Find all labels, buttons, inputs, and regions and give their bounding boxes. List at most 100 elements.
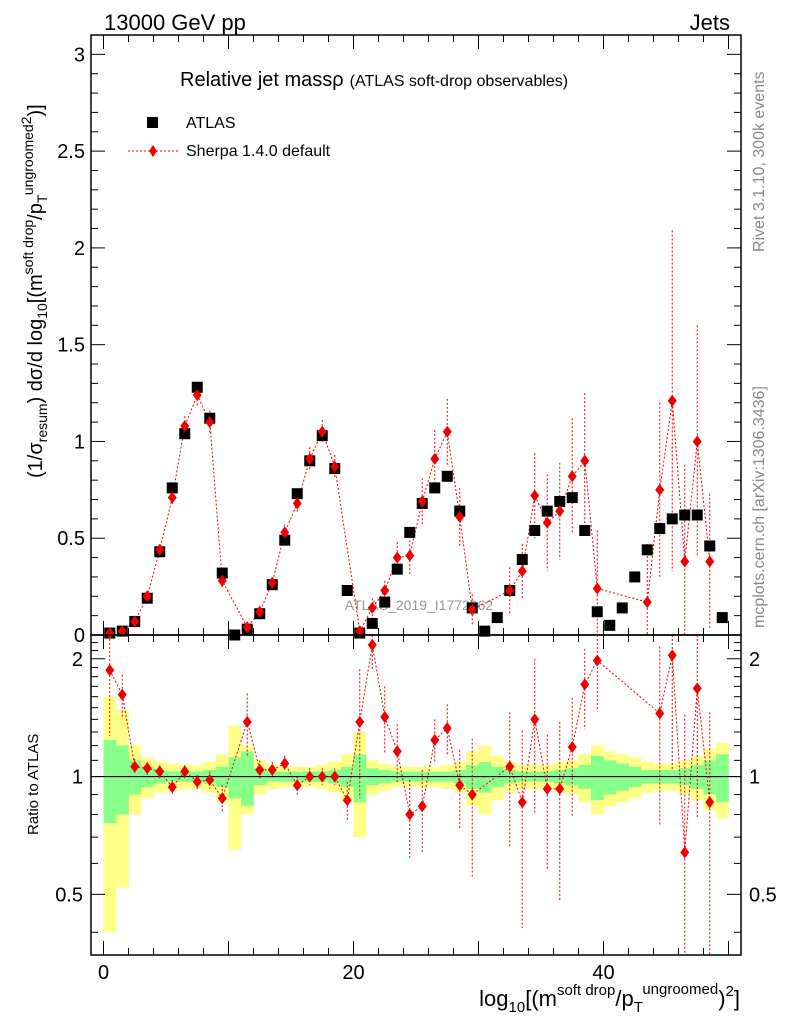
sherpa-point xyxy=(330,460,340,473)
ratio-sherpa-point xyxy=(680,846,690,859)
atlas-point xyxy=(654,523,666,535)
ratio-sherpa-point xyxy=(580,678,590,691)
atlas-point xyxy=(379,596,391,608)
green-band-bin xyxy=(716,754,729,803)
sherpa-point xyxy=(192,389,202,401)
sherpa-point xyxy=(530,489,540,502)
ratio-sherpa-point xyxy=(155,765,165,778)
sherpa-point xyxy=(592,582,602,595)
sherpa-point xyxy=(467,603,477,616)
atlas-point xyxy=(716,612,728,624)
sherpa-point xyxy=(317,425,327,438)
ratio-uncertainty-bands xyxy=(103,696,729,933)
atlas-point xyxy=(579,524,591,536)
sherpa-point xyxy=(442,425,452,438)
green-band-bin xyxy=(228,757,242,799)
main-ytick-label: 0 xyxy=(74,625,85,647)
sherpa-point xyxy=(417,495,427,508)
sherpa-point xyxy=(380,584,390,597)
main-ytick-label: 2.5 xyxy=(57,141,85,163)
sherpa-point xyxy=(355,625,365,638)
atlas-point xyxy=(366,617,378,629)
green-band-bin xyxy=(103,740,117,824)
ratio-sherpa-point xyxy=(517,796,527,809)
sherpa-point xyxy=(680,555,690,568)
ratio-sherpa-point xyxy=(342,794,352,807)
ratio-sherpa-point xyxy=(505,760,515,773)
ratio-panel: 0.5 0.51 12 20 20 40 Ratio to ATLAS log10[(ms… xyxy=(25,634,777,1016)
sherpa-point xyxy=(167,491,177,504)
ratio-sherpa-point xyxy=(555,782,565,795)
xtick-label: 0 xyxy=(98,962,109,984)
ratio-sherpa-point xyxy=(167,781,177,794)
ratio-sherpa-point xyxy=(292,779,302,792)
sherpa-point xyxy=(217,574,227,587)
atlas-point xyxy=(491,612,503,624)
ratio-sherpa-point xyxy=(380,710,390,723)
ratio-sherpa-point xyxy=(117,688,127,701)
ratio-sherpa-point xyxy=(392,745,402,758)
sherpa-point xyxy=(117,625,127,638)
ratio-sherpa-point xyxy=(405,808,415,821)
sherpa-point xyxy=(642,596,652,609)
atlas-point xyxy=(604,619,616,631)
atlas-point xyxy=(191,381,203,393)
sherpa-point xyxy=(180,419,190,432)
ratio-sherpa-point xyxy=(142,762,152,775)
ratio-axis-ticks: 0.5 0.51 12 20 20 40 xyxy=(55,635,777,984)
ratio-sherpa-point xyxy=(130,760,140,773)
ratio-sherpa-point xyxy=(455,779,465,792)
sherpa-point xyxy=(405,549,415,562)
rivet-label: Rivet 3.1.10, 300k events xyxy=(751,71,768,252)
ratio-ytick-label-right: 1 xyxy=(749,767,760,789)
ratio-y-axis-label: Ratio to ATLAS xyxy=(25,734,42,835)
atlas-point xyxy=(591,606,603,618)
sherpa-point xyxy=(505,584,515,597)
main-y-axis-label: (1/σresum) dσ/d log10[(msoft drop/pTungr… xyxy=(18,104,50,478)
ratio-sherpa-point xyxy=(667,649,677,662)
legend-sherpa-marker xyxy=(149,145,157,157)
atlas-point xyxy=(166,482,178,494)
ratio-sherpa-point xyxy=(280,757,290,770)
atlas-point xyxy=(666,513,678,525)
sherpa-point xyxy=(280,526,290,539)
ratio-sherpa-point xyxy=(430,734,440,747)
atlas-point xyxy=(479,625,491,637)
atlas-point xyxy=(529,524,541,536)
ratio-sherpa-point xyxy=(655,707,665,720)
sherpa-point xyxy=(705,555,715,568)
green-band-bin xyxy=(591,755,604,801)
ratio-sherpa-point xyxy=(180,765,190,778)
chart-title: Relative jet massρ (ATLAS soft-drop obser… xyxy=(180,69,568,91)
ratio-ytick-label: 2 xyxy=(72,649,83,671)
atlas-point xyxy=(641,544,653,556)
sherpa-point xyxy=(655,483,665,496)
main-ytick-label: 3 xyxy=(74,44,85,66)
ratio-sherpa-point xyxy=(192,775,202,788)
ratio-sherpa-line xyxy=(109,644,711,853)
sherpa-point xyxy=(305,452,315,465)
legend-sherpa-label: Sherpa 1.4.0 default xyxy=(186,143,331,160)
sherpa-point xyxy=(130,615,140,628)
ratio-sherpa-point xyxy=(542,782,552,795)
sherpa-point xyxy=(567,470,577,483)
atlas-point xyxy=(391,563,403,575)
atlas-point xyxy=(679,509,691,521)
process-label: 13000 GeV pp xyxy=(104,10,246,35)
atlas-point xyxy=(541,505,553,517)
ratio-sherpa-point xyxy=(242,715,252,728)
green-band-bin xyxy=(128,760,142,795)
sherpa-point xyxy=(430,452,440,465)
ratio-sherpa-point xyxy=(267,763,277,776)
ratio-sherpa-point xyxy=(442,722,452,735)
atlas-point xyxy=(554,495,566,507)
ratio-sherpa-point xyxy=(317,770,327,783)
ratio-data-marks xyxy=(105,635,715,955)
atlas-point xyxy=(566,492,578,504)
xtick-label: 20 xyxy=(342,962,364,984)
x-axis-label: log10[(msoft drop/pTungroomed)2] xyxy=(479,981,740,1016)
ratio-frame xyxy=(90,634,742,956)
ratio-sherpa-point xyxy=(417,800,427,813)
sherpa-point xyxy=(292,497,302,510)
